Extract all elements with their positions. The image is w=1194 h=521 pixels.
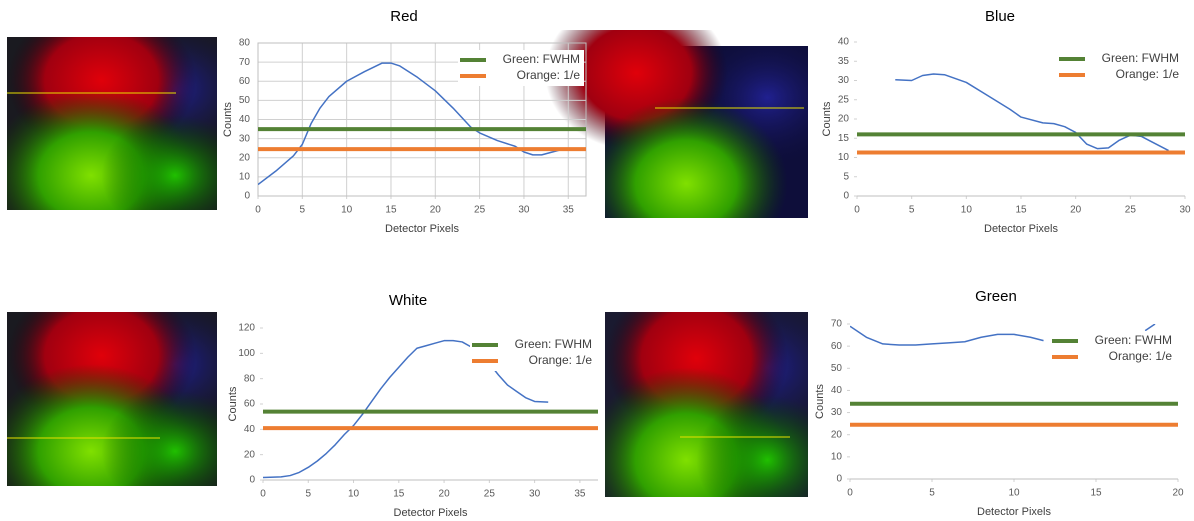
x-tick-label: 15 <box>1090 488 1102 499</box>
x-tick-label: 30 <box>1179 205 1191 216</box>
x-tick-label: 5 <box>305 489 311 500</box>
data-line <box>263 339 549 479</box>
x-tick-label: 20 <box>430 205 442 216</box>
x-axis-title: Detector Pixels <box>385 223 459 235</box>
y-axis-title: Counts <box>821 101 833 136</box>
y-tick-label: 20 <box>838 114 850 125</box>
x-tick-label: 25 <box>1125 205 1137 216</box>
y-tick-label: 120 <box>238 323 255 334</box>
y-axis-title: Counts <box>814 384 826 419</box>
x-tick-label: 30 <box>518 205 530 216</box>
legend-label: Orange: 1/e <box>1116 67 1180 81</box>
y-tick-label: 0 <box>843 191 849 202</box>
y-tick-label: 50 <box>239 95 251 106</box>
x-tick-label: 10 <box>341 205 353 216</box>
x-tick-label: 15 <box>393 489 405 500</box>
y-tick-label: 35 <box>838 56 850 67</box>
y-tick-label: 10 <box>239 172 251 183</box>
x-tick-label: 15 <box>385 205 397 216</box>
chart: White 0 20 40 60 80 100 120 0 5 10 15 20 25 30 35 Detect… <box>227 292 598 519</box>
x-tick-label: 10 <box>961 205 973 216</box>
legend-label: Orange: 1/e <box>517 68 581 82</box>
x-tick-label: 20 <box>1172 488 1184 499</box>
x-tick-label: 35 <box>563 205 575 216</box>
legend-label: Green: FWHM <box>503 52 580 66</box>
legend-label: Green: FWHM <box>1102 51 1179 65</box>
y-tick-label: 20 <box>244 449 256 460</box>
y-tick-label: 30 <box>838 75 850 86</box>
y-tick-label: 80 <box>244 373 256 384</box>
image-red <box>7 37 217 210</box>
y-tick-label: 70 <box>831 319 843 330</box>
chart: Green 0 10 20 30 40 50 60 70 0 5 10 15 20 Detector Pix… <box>814 288 1184 518</box>
x-tick-label: 5 <box>909 205 915 216</box>
y-tick-label: 10 <box>831 451 843 462</box>
legend-box <box>1050 331 1176 367</box>
chart-title: White <box>389 292 427 309</box>
image-blue <box>545 30 808 218</box>
y-tick-label: 10 <box>838 152 850 163</box>
chart: Red 0 10 20 30 40 50 60 70 80 0 5 10 15 20 25 30 35 Detect… <box>222 8 587 235</box>
x-tick-label: 30 <box>529 489 541 500</box>
x-tick-label: 25 <box>474 205 486 216</box>
data-line <box>850 324 1156 346</box>
y-tick-label: 40 <box>239 114 251 125</box>
x-tick-label: 10 <box>348 489 360 500</box>
x-tick-label: 5 <box>300 205 306 216</box>
x-tick-label: 20 <box>439 489 451 500</box>
y-tick-label: 5 <box>843 171 849 182</box>
legend-label: Green: FWHM <box>1095 333 1172 347</box>
x-tick-label: 10 <box>1008 488 1020 499</box>
y-tick-label: 0 <box>249 475 255 486</box>
y-axis-title: Counts <box>222 102 234 137</box>
image-green <box>605 312 808 497</box>
x-tick-label: 35 <box>574 489 586 500</box>
x-tick-label: 0 <box>854 205 860 216</box>
legend-box <box>458 50 584 86</box>
image-white <box>7 312 217 486</box>
chart-title: Blue <box>985 8 1015 25</box>
x-tick-label: 0 <box>260 489 266 500</box>
y-tick-label: 15 <box>838 133 850 144</box>
x-axis-title: Detector Pixels <box>394 507 468 519</box>
y-tick-label: 0 <box>244 191 250 202</box>
data-line <box>258 62 569 186</box>
x-tick-label: 5 <box>929 488 935 499</box>
y-tick-label: 30 <box>239 133 251 144</box>
legend-box <box>470 335 596 371</box>
y-tick-label: 20 <box>239 152 251 163</box>
y-tick-label: 70 <box>239 57 251 68</box>
y-axis-title: Counts <box>227 386 239 421</box>
data-line <box>895 73 1169 152</box>
chart-title: Red <box>390 8 418 25</box>
y-tick-label: 25 <box>838 94 850 105</box>
x-tick-label: 20 <box>1070 205 1082 216</box>
y-tick-label: 100 <box>238 348 255 359</box>
y-tick-label: 40 <box>838 37 850 48</box>
y-tick-label: 80 <box>239 38 251 49</box>
legend-label: Green: FWHM <box>515 337 592 351</box>
legend-box <box>1057 49 1183 85</box>
x-axis-title: Detector Pixels <box>977 506 1051 518</box>
x-tick-label: 0 <box>255 205 261 216</box>
y-tick-label: 40 <box>831 385 843 396</box>
y-tick-label: 60 <box>831 341 843 352</box>
x-tick-label: 15 <box>1015 205 1027 216</box>
y-tick-label: 40 <box>244 424 256 435</box>
y-tick-label: 60 <box>244 399 256 410</box>
y-tick-label: 50 <box>831 363 843 374</box>
x-axis-title: Detector Pixels <box>984 223 1058 235</box>
chart: Blue 0 5 10 15 20 25 30 35 40 0 5 10 15 20 25 30 Detector… <box>821 8 1191 235</box>
x-tick-label: 25 <box>484 489 496 500</box>
legend-label: Orange: 1/e <box>1109 349 1173 363</box>
y-tick-label: 30 <box>831 407 843 418</box>
y-tick-label: 60 <box>239 76 251 87</box>
y-tick-label: 0 <box>836 474 842 485</box>
chart-title: Green <box>975 288 1017 305</box>
y-tick-label: 20 <box>831 429 843 440</box>
x-tick-label: 0 <box>847 488 853 499</box>
legend-label: Orange: 1/e <box>529 353 593 367</box>
